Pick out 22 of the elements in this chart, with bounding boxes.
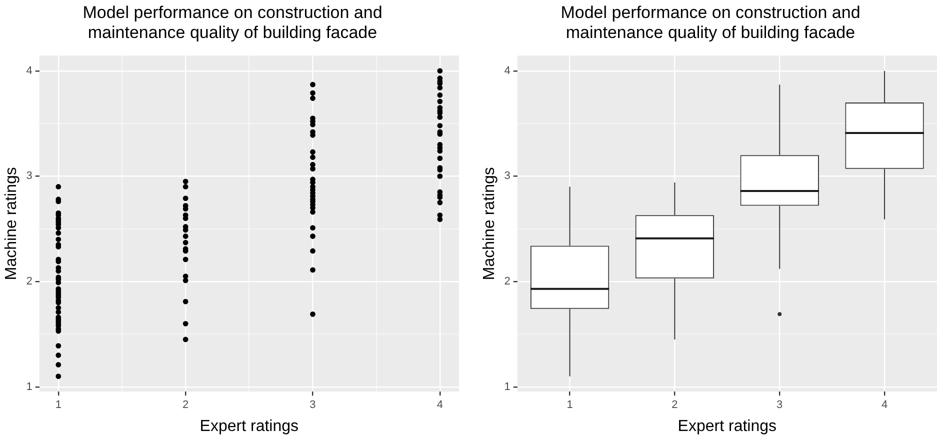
x-tick-label: 2 xyxy=(182,399,189,412)
x-tick-label: 2 xyxy=(672,399,678,412)
x-tick-label: 4 xyxy=(436,399,443,412)
y-axis-title: Machine ratings xyxy=(3,167,20,280)
y-tick-label: 3 xyxy=(504,170,510,182)
x-tick-label: 4 xyxy=(881,399,888,412)
y-axis-title: Machine ratings xyxy=(481,167,498,280)
y-tick-label: 4 xyxy=(504,64,510,77)
y-tick-label: 2 xyxy=(504,276,510,288)
x-axis-title: Expert ratings xyxy=(678,418,777,435)
x-tick-label: 1 xyxy=(55,399,62,412)
y-tick-label: 4 xyxy=(26,64,32,77)
x-tick-label: 3 xyxy=(776,399,783,412)
x-axis-title: Expert ratings xyxy=(200,418,299,435)
x-tick-label: 1 xyxy=(566,399,573,412)
y-tick-label: 1 xyxy=(26,380,32,393)
chart-title: Model performance on construction and maintenance quality of building facade xyxy=(560,3,862,43)
x-tick-label: 3 xyxy=(310,399,316,412)
y-tick-label: 1 xyxy=(504,380,510,393)
y-tick-label: 2 xyxy=(26,276,32,288)
chart-title: Model performance on construction and maintenance quality of building facade xyxy=(82,3,384,43)
y-tick-label: 3 xyxy=(26,170,32,182)
